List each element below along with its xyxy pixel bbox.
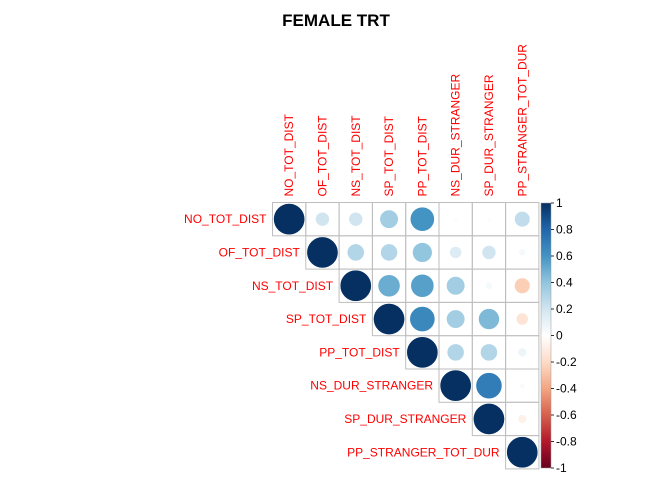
correlation-circle [409,306,436,332]
matrix-cell [505,435,540,470]
correlation-circle [409,206,435,232]
correlation-circle [406,336,439,369]
correlation-circle [446,309,466,329]
correlation-circle [373,303,405,335]
correlation-circle [519,382,526,389]
correlation-circles [273,203,539,469]
correlation-circle [514,277,531,294]
correlation-circle [306,236,339,269]
correlation-circle [486,216,492,222]
column-label: SP_TOT_DIST [382,115,396,196]
colorbar-tick-label: 0.4 [556,276,573,290]
column-label: OF_TOT_DIST [315,115,329,197]
column-label: NS_TOT_DIST [349,115,363,197]
row-label: SP_DUR_STRANGER [344,412,466,426]
correlation-circle [517,414,527,424]
column-label: PP_TOT_DIST [415,115,429,196]
column-labels: NO_TOT_DIST OF_TOT_DIST NS_TOT_DIST SP_TOT_… [282,44,529,197]
correlation-circle [514,211,531,228]
correlation-circle [412,242,433,263]
correlation-circle [478,308,500,330]
colorbar-tick-label: -0.6 [556,408,577,422]
correlation-circle [449,246,463,259]
row-labels: NO_TOT_DIST OF_TOT_DIST NS_TOT_DIST SP_TOT_… [184,212,500,459]
correlation-circle [273,203,306,236]
colorbar-tick-label: -1 [556,461,567,475]
row-label: NS_TOT_DIST [252,279,334,293]
column-label: NO_TOT_DIST [282,113,296,196]
correlation-circle [453,216,459,222]
correlation-circle [475,372,503,400]
correlation-circle [380,243,398,262]
correlation-circle [517,347,527,358]
colorbar-tick-label: 0 [556,329,563,343]
colorbar: 1 0.8 0.6 0.4 0.2 0 -0.2 -0.4 -0.6 -0.8 -1 [540,196,577,475]
colorbar-tick-label: 1 [556,196,563,210]
correlation-circle [481,245,497,260]
correlation-circle [377,274,401,298]
matrix-cells [272,202,540,470]
colorbar-tick-label: -0.8 [556,435,577,449]
column-label: PP_STRANGER_TOT_DUR [515,44,529,197]
correlation-circle [515,312,529,326]
correlation-circle [446,276,466,296]
correlation-circle [346,243,365,262]
colorbar-tick-label: -0.2 [556,355,577,369]
row-label: PP_TOT_DIST [319,345,400,359]
correlation-circle [485,281,493,290]
correlation-circle [339,269,372,302]
row-label: SP_TOT_DIST [286,312,367,326]
column-label: NS_DUR_STRANGER [449,73,463,196]
chart-title: FEMALE TRT [282,11,390,30]
correlation-circle [379,209,399,229]
correlation-circle [473,403,505,435]
colorbar-tick-label: -0.4 [556,382,577,396]
correlation-circle [480,343,498,362]
correlation-circle [315,211,330,227]
row-label: NS_DUR_STRANGER [310,379,433,393]
correlation-circle [410,273,435,298]
colorbar-gradient [541,203,551,468]
row-label: NO_TOT_DIST [184,212,267,226]
colorbar-tick-label: 0.2 [556,302,573,316]
correlation-circle [348,211,364,227]
correlation-circle [518,248,527,257]
colorbar-tick-label: 0.8 [556,223,573,237]
correlation-circle [446,343,465,362]
colorbar-tick-label: 0.6 [556,249,573,263]
row-label: PP_STRANGER_TOT_DUR [347,445,500,459]
correlation-circle [439,369,472,402]
correlation-circle [506,436,539,469]
column-label: SP_DUR_STRANGER [482,74,496,196]
row-label: OF_TOT_DIST [219,245,301,259]
